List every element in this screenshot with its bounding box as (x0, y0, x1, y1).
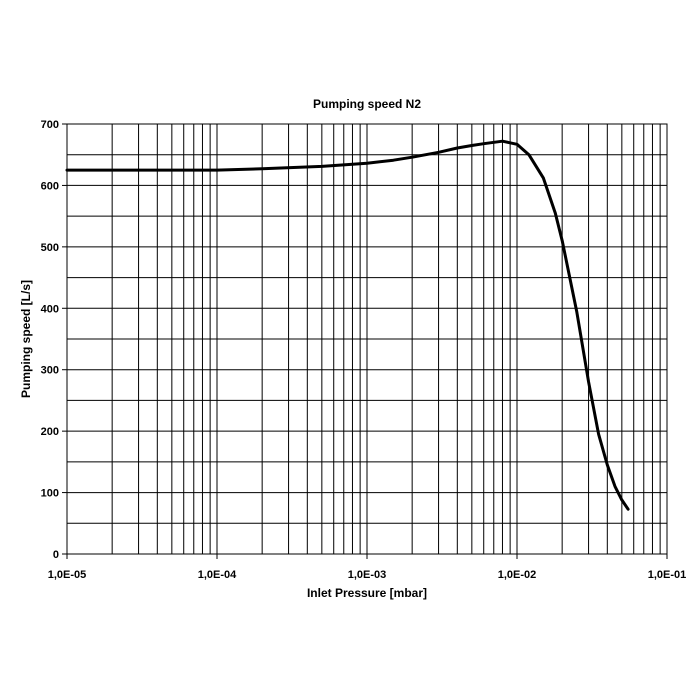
y-tick-label: 0 (53, 549, 59, 561)
y-axis-label: Pumping speed [L/s] (19, 280, 33, 398)
y-tick-label: 400 (41, 303, 59, 315)
x-axis-label: Inlet Pressure [mbar] (307, 586, 427, 600)
y-tick-label: 100 (41, 488, 59, 500)
series-line (65, 139, 630, 511)
x-tick-label: 1,0E-01 (648, 569, 687, 581)
y-tick-label: 300 (41, 365, 59, 377)
x-axis-ticks: 1,0E-05 1,0E-04 1,0E-03 1,0E-02 1,0E-01 (48, 554, 687, 581)
x-tick-label: 1,0E-05 (48, 569, 87, 581)
x-tick-label: 1,0E-04 (198, 569, 237, 581)
y-tick-label: 500 (41, 242, 59, 254)
y-tick-label: 700 (41, 119, 59, 131)
chart-title: Pumping speed N2 (313, 97, 421, 111)
series-layer (65, 139, 630, 511)
x-tick-label: 1,0E-03 (348, 569, 387, 581)
grid (66, 123, 667, 555)
y-tick-label: 600 (41, 180, 59, 192)
x-tick-label: 1,0E-02 (498, 569, 537, 581)
y-axis-ticks: 0 100 200 300 400 500 600 700 (41, 119, 67, 561)
y-tick-label: 200 (41, 426, 59, 438)
